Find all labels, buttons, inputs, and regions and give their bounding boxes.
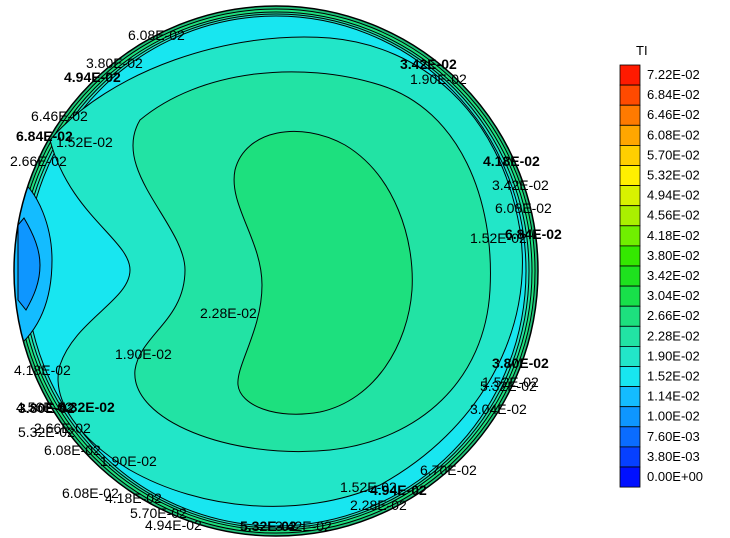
contour-label: 5.32E-02 <box>18 424 75 440</box>
contour-label: 1.52E-02 <box>482 374 539 390</box>
contour-label: 6.08E-02 <box>495 200 552 216</box>
legend-level-label: 6.08E-02 <box>647 127 700 142</box>
legend-swatch <box>619 84 641 106</box>
legend-level-label: 5.32E-02 <box>647 168 700 183</box>
legend-swatch <box>619 165 641 187</box>
legend-level-label: 1.52E-02 <box>647 369 700 384</box>
contour-label: 5.70E-02 <box>130 505 187 521</box>
contour-label: 5.32E-02 <box>240 518 297 534</box>
contour-label: 6.08E-02 <box>62 485 119 501</box>
contour-labels: 6.08E-026.08E-023.80E-024.94E-023.42E-02… <box>10 27 562 534</box>
domain-boundary <box>13 5 539 537</box>
contour-label: 1.90E-02 <box>410 71 467 87</box>
legend-swatch <box>619 285 641 307</box>
legend-level-label: 4.94E-02 <box>647 188 700 203</box>
legend-swatch <box>619 426 641 448</box>
contour-label: 4.56E-02 <box>16 399 73 415</box>
legend-swatch <box>619 104 641 126</box>
contour-label: 2.66E-02 <box>34 420 91 436</box>
contour-label: 4.18E-02 <box>483 153 540 169</box>
contour-label: 6.70E-02 <box>420 462 477 478</box>
contour-label: 6.46E-02 <box>31 108 88 124</box>
legend-level-label: 0.00E+00 <box>647 469 703 484</box>
contour-label: 4.18E-02 <box>14 362 71 378</box>
contour-label: 3.04E-02 <box>470 401 527 417</box>
contour-label: 2.28E-02 <box>350 497 407 513</box>
legend: TI 7.22E-02 6.84E-02 6.46E-02 6.08E-02 5.70E… <box>619 43 703 488</box>
contour-label: 2.66E-02 <box>10 153 67 169</box>
contour-label: 5.32E-02 <box>58 399 115 415</box>
legend-level-label: 3.42E-02 <box>647 268 700 283</box>
contour-label: 6.84E-02 <box>16 128 73 144</box>
legend-swatch <box>619 225 641 247</box>
legend-swatch <box>619 185 641 207</box>
legend-level-label: 3.80E-03 <box>647 449 700 464</box>
contour-label: 3.42E-02 <box>400 56 457 72</box>
legend-level-label: 6.84E-02 <box>647 87 700 102</box>
legend-swatch <box>619 64 641 86</box>
legend-level-label: 6.46E-02 <box>647 107 700 122</box>
contour-label: 3.80E-02 <box>18 400 75 416</box>
legend-level-label: 2.28E-02 <box>647 328 700 343</box>
contour-label: 3.80E-02 <box>492 355 549 371</box>
legend-swatch <box>619 305 641 327</box>
legend-swatch <box>619 345 641 367</box>
legend-swatch <box>619 124 641 146</box>
legend-level-label: 7.60E-03 <box>647 429 700 444</box>
legend-level-label: 1.00E-02 <box>647 409 700 424</box>
legend-level-label: 4.18E-02 <box>647 228 700 243</box>
legend-swatch <box>619 245 641 267</box>
contour-label: 3.42E-02 <box>492 177 549 193</box>
legend-swatch <box>619 144 641 166</box>
legend-swatch <box>619 366 641 388</box>
legend-level-label: 1.90E-02 <box>647 348 700 363</box>
contour-label: 1.52E-02 <box>340 479 397 495</box>
legend-title: TI <box>636 43 648 58</box>
legend-level-label: 2.66E-02 <box>647 308 700 323</box>
contour-label: 1.90E-02 <box>115 346 172 362</box>
contour-disk <box>14 6 538 536</box>
contour-label: 5.32E-02 <box>480 378 537 394</box>
contour-label: 1.52E-02 <box>56 134 113 150</box>
contour-label: 2.28E-02 <box>200 305 257 321</box>
contour-label: 6.08E-02 <box>44 442 101 458</box>
legend-level-label: 5.70E-02 <box>647 147 700 162</box>
contour-label: 6.08E-02 <box>128 27 185 43</box>
legend-swatch <box>619 406 641 428</box>
legend-swatch <box>619 446 641 468</box>
legend-level-label: 3.04E-02 <box>647 288 700 303</box>
contour-label: 1.90E-02 <box>100 453 157 469</box>
contour-label: 6.84E-02 <box>505 226 562 242</box>
legend-swatch <box>619 386 641 408</box>
contour-label: 3.42E-02 <box>275 518 332 534</box>
contour-label: 4.94E-02 <box>145 517 202 533</box>
contour-label: 4.18E-02 <box>105 490 162 506</box>
band-1-00 <box>17 217 41 311</box>
contour-label: 1.52E-02 <box>470 230 527 246</box>
contour-label: 4.94E-02 <box>64 69 121 85</box>
contour-label: 4.94E-02 <box>370 482 427 498</box>
legend-swatch <box>619 205 641 227</box>
legend-swatch <box>619 325 641 347</box>
legend-level-label: 7.22E-02 <box>647 67 700 82</box>
legend-level-label: 1.14E-02 <box>647 389 700 404</box>
legend-level-label: 3.80E-02 <box>647 248 700 263</box>
legend-swatch <box>619 466 641 488</box>
legend-swatch <box>619 265 641 287</box>
legend-level-label: 4.56E-02 <box>647 208 700 223</box>
contour-label: 3.80E-02 <box>86 55 143 71</box>
band-2-66 <box>233 130 413 415</box>
